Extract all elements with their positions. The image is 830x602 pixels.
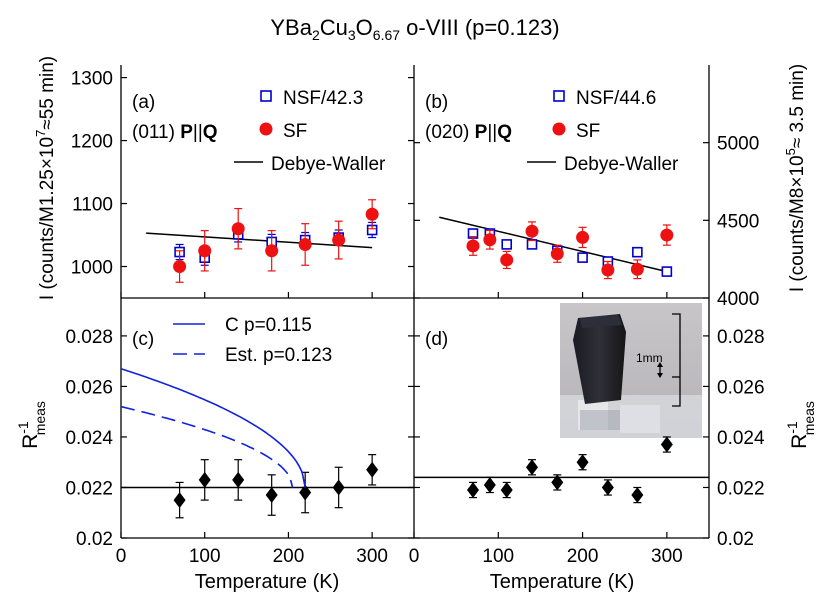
- panel-b-legend-nsf-marker: [553, 90, 565, 102]
- panel-b-sf-point-1: [483, 233, 497, 247]
- panel-c-model-solid: [120, 367, 306, 488]
- panel-c-point-0: [173, 492, 186, 509]
- panel-a-sf-point-3: [265, 244, 279, 258]
- panel-b-nsf-point-2: [501, 239, 513, 250]
- panel-d-yaxis-ticklabel-0: 0.02: [717, 529, 754, 550]
- panel-d-point-7: [631, 487, 644, 504]
- scale-label: 1mm: [636, 351, 663, 365]
- panel-d-point-4: [551, 474, 564, 491]
- inset-photo: 1mm: [560, 303, 702, 438]
- panel-d-xaxis-ticklabel-0: 0: [409, 546, 420, 567]
- panel-b-sf-point-5: [576, 230, 590, 244]
- panel-c-xaxis-ticklabel-3: 300: [356, 546, 388, 567]
- panel-b-sf-point-7: [630, 262, 644, 276]
- panel-c-legend-solid-label: C p=0.115: [225, 315, 312, 336]
- crystal-image: [573, 314, 626, 404]
- panel-c-model-dashed: [120, 405, 294, 488]
- panel-d-yaxis-ticklabel-3: 0.026: [717, 377, 765, 398]
- panel-b-legend-fit-label: Debye-Waller: [564, 154, 679, 175]
- panel-a-legend-nsf-marker: [260, 90, 272, 102]
- panel-c-xaxis-ticklabel-0: 0: [116, 546, 127, 567]
- panel-c-point-6: [366, 461, 379, 478]
- panel-a-sf-point-6: [365, 207, 379, 221]
- panel-d-point-3: [526, 459, 538, 476]
- panel-a-fit-line: [146, 232, 373, 249]
- right-top-ylabel: I (counts/M8×105≈ 3.5 min): [783, 64, 808, 292]
- panel-c-point-1: [198, 471, 211, 488]
- xlabel-left: Temperature (K): [195, 571, 340, 593]
- panel-a-reflection-label: (011) P||Q: [132, 122, 218, 143]
- panel-a-legend-nsf-label: NSF/42.3: [283, 88, 363, 109]
- panel-a-yaxis-ticklabel-1: 1100: [72, 195, 113, 216]
- panel-b-reflection-label: (020) P||Q: [425, 122, 512, 143]
- panel-d-point-2: [500, 482, 513, 498]
- panel-a-panel-label: (a): [132, 92, 155, 113]
- panel-b-legend-sf-marker: [552, 122, 566, 136]
- panel-a-sf-point-0: [173, 260, 187, 274]
- panel-d-xaxis-ticklabel-2: 200: [567, 546, 599, 567]
- panel-a-sf-point-5: [332, 233, 346, 247]
- panel-d-point-6: [601, 479, 614, 496]
- panel-d-xaxis-ticklabel-3: 300: [651, 546, 683, 567]
- panel-a-yaxis-ticklabel-2: 1200: [71, 132, 113, 153]
- panel-b-legend-nsf-label: NSF/44.6: [576, 88, 656, 109]
- panel-c-yaxis-ticklabel-1: 0.022: [65, 478, 113, 499]
- panel-c-legend-dashed-label: Est. p=0.123: [225, 345, 332, 366]
- panel-b-nsf-point-8: [661, 266, 673, 277]
- panel-b-sf-point-8: [660, 228, 674, 242]
- panel-a-sf-point-4: [298, 237, 312, 251]
- panel-d-point-8: [660, 436, 673, 453]
- figure-title: YBa2Cu3O6.67 o-VIII (p=0.123): [270, 15, 559, 43]
- panel-a-legend-fit-label: Debye-Waller: [271, 154, 386, 175]
- panel-a-sf-point-1: [198, 244, 212, 258]
- panel-c-point-5: [332, 479, 345, 496]
- xlabel-right: Temperature (K): [490, 571, 635, 593]
- left-top-ylabel: I (counts/M1.25×107≈55 min): [33, 56, 58, 300]
- panel-c-yaxis-ticklabel-4: 0.028: [65, 327, 113, 348]
- panel-b-sf-point-3: [525, 224, 539, 238]
- panel-d-panel-label: (d): [425, 329, 448, 350]
- panel-b-legend-sf-label: SF: [576, 121, 600, 142]
- panel-b-nsf-point-3: [526, 239, 538, 250]
- panel-b-sf-point-4: [550, 247, 564, 261]
- panel-a-yaxis-ticklabel-3: 1300: [71, 69, 113, 90]
- panel-d-point-0: [467, 482, 479, 498]
- panel-b-yaxis-ticklabel-1: 4500: [717, 211, 759, 232]
- panel-a-yaxis-ticklabel-0: 1000: [71, 258, 113, 279]
- panel-b-fit-line: [439, 216, 668, 273]
- panel-b-sf-point-6: [601, 263, 615, 277]
- panel-c-xaxis-ticklabel-2: 200: [273, 546, 305, 567]
- panel-b-yaxis-ticklabel-2: 5000: [717, 134, 759, 155]
- panel-a-legend-sf-marker: [259, 122, 273, 136]
- panel-d-point-1: [483, 476, 496, 493]
- panel-c-point-2: [232, 471, 245, 488]
- panel-d-xaxis-ticklabel-1: 100: [482, 546, 514, 567]
- panel-c-yaxis-ticklabel-2: 0.024: [65, 428, 113, 449]
- panel-d-yaxis-ticklabel-4: 0.028: [717, 327, 765, 348]
- panel-c-xaxis-ticklabel-1: 100: [189, 546, 221, 567]
- panel-b-sf-point-0: [466, 239, 480, 253]
- panel-c-point-3: [265, 487, 278, 504]
- panel-b-panel-label: (b): [425, 92, 448, 113]
- panel-a-legend-sf-label: SF: [283, 121, 307, 142]
- panel-d-yaxis-ticklabel-1: 0.022: [717, 478, 765, 499]
- rmeas-ylabel-left: R-1meas: [15, 401, 48, 449]
- panel-b-nsf-point-7: [632, 246, 643, 258]
- panel-c-panel-label: (c): [132, 329, 154, 350]
- panel-d-yaxis-ticklabel-2: 0.024: [717, 428, 765, 449]
- panel-c-point-4: [299, 484, 312, 501]
- panel-a-sf-point-2: [231, 222, 245, 236]
- panel-c-yaxis-ticklabel-3: 0.026: [65, 377, 113, 398]
- panel-b-sf-point-2: [500, 253, 514, 267]
- panel-d-point-5: [576, 454, 589, 471]
- panel-b-nsf-point-5: [577, 252, 588, 263]
- rmeas-ylabel-right: R-1meas: [784, 401, 817, 449]
- panel-c-yaxis-ticklabel-0: 0.02: [76, 529, 113, 550]
- panel-b-yaxis-ticklabel-0: 4000: [717, 289, 759, 310]
